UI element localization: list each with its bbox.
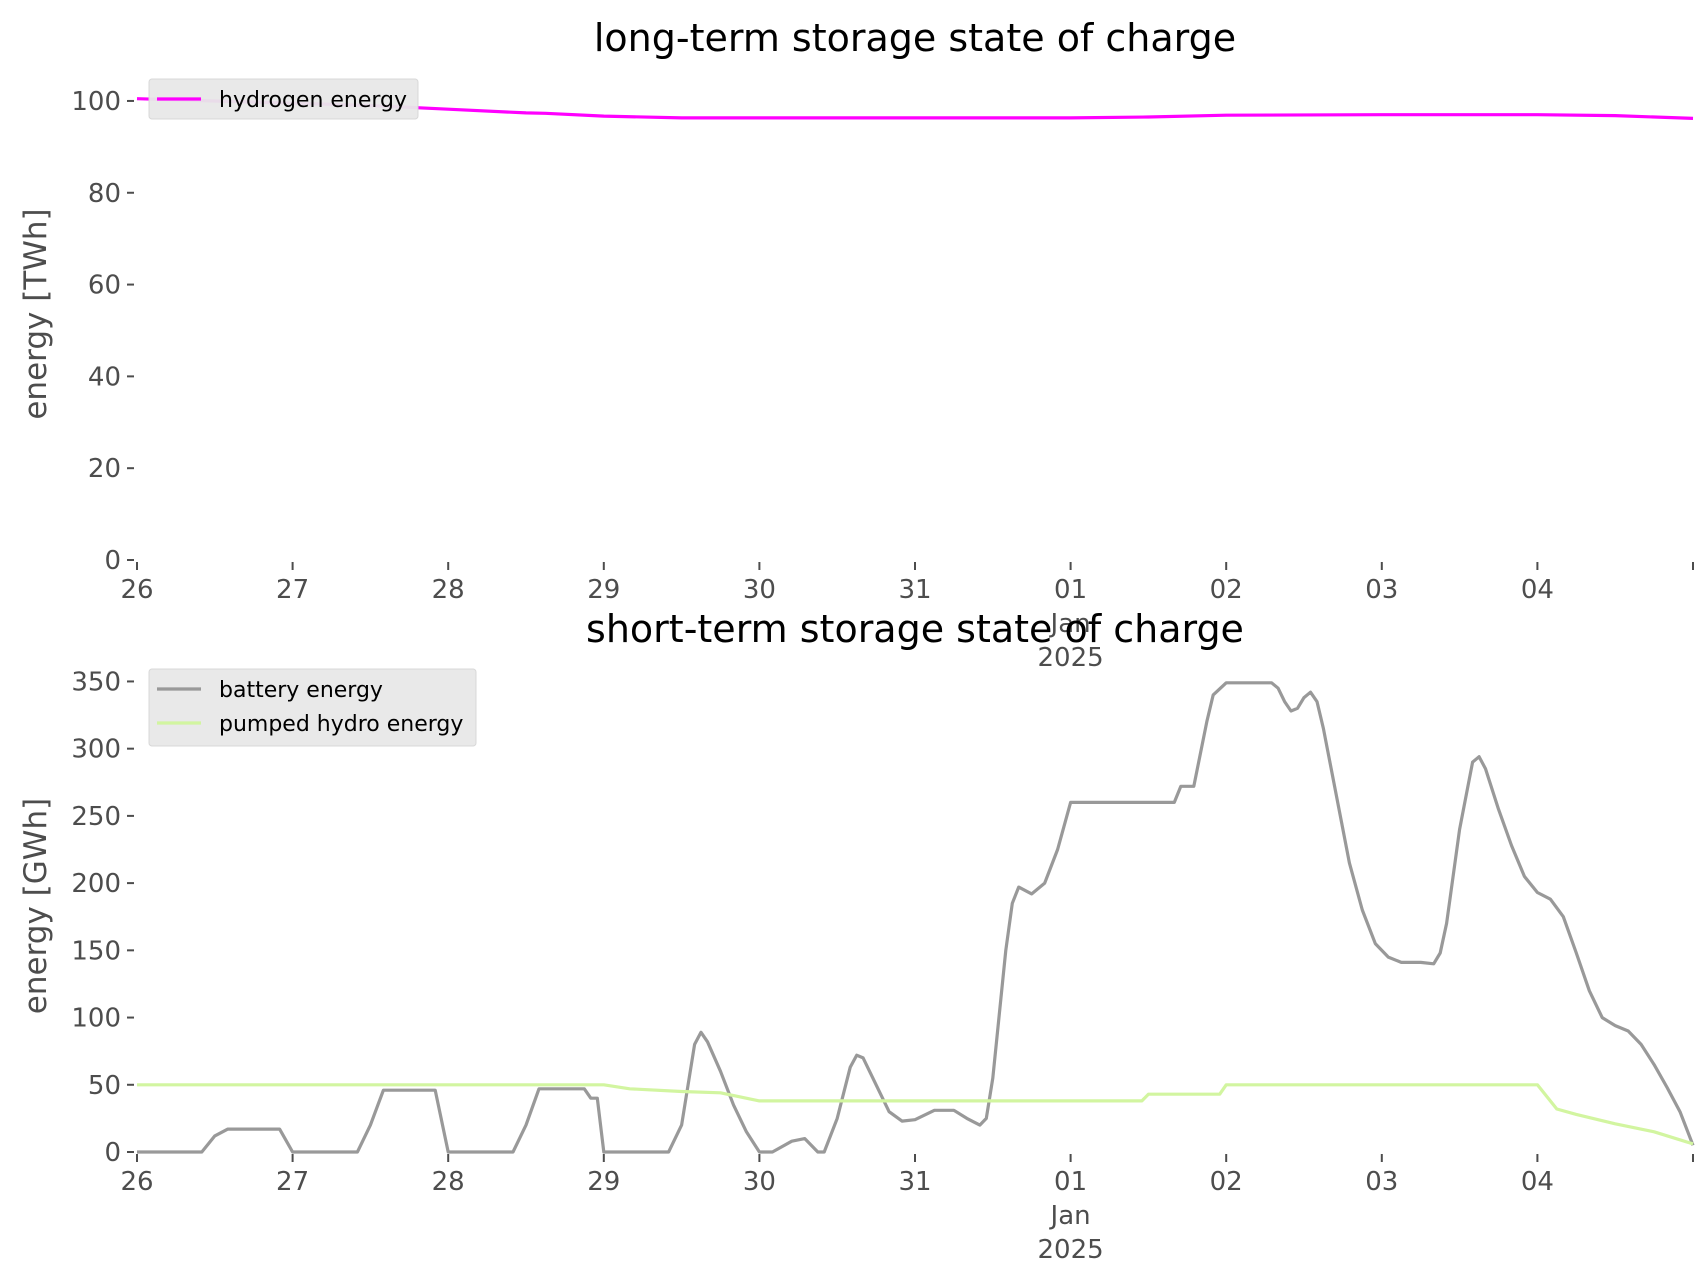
long-term-y-tick-label: 80 xyxy=(88,179,121,209)
long-term-x-tick-label: 2025 xyxy=(1038,643,1104,673)
short-term-x-tick-label: 31 xyxy=(898,1167,931,1197)
long-term-chart-title: long-term storage state of charge xyxy=(594,16,1236,60)
short-term-legend-box xyxy=(148,668,477,747)
short-term-x-tick-label: 01 xyxy=(1054,1167,1087,1197)
short-term-ticks: 0 50 100 150 200 250 300 350 26 27 28 29 30 31 01 Jan 20… xyxy=(71,667,1694,1265)
long-term-x-tick-label: 26 xyxy=(120,575,153,605)
long-term-x-tick-label: 27 xyxy=(276,575,309,605)
short-term-x-tick-label: 27 xyxy=(276,1167,309,1197)
short-term-y-tick-label: 50 xyxy=(88,1071,121,1101)
long-term-y-tick-label: 100 xyxy=(71,87,121,117)
long-term-x-tick-label: 03 xyxy=(1365,575,1398,605)
long-term-x-tick-label: 28 xyxy=(432,575,465,605)
long-term-x-tick-label: 01 xyxy=(1054,575,1087,605)
long-term-y-tick-label: 0 xyxy=(104,546,121,576)
short-term-series-line-1 xyxy=(137,681,1695,1154)
short-term-x-tick-label: 03 xyxy=(1365,1167,1398,1197)
short-term-legend-label: pumped hydro energy xyxy=(219,712,463,737)
long-term-legend-label: hydrogen energy xyxy=(219,88,407,113)
short-term-y-tick-label: 100 xyxy=(71,1004,121,1034)
short-term-x-tick-label: 28 xyxy=(432,1167,465,1197)
short-term-y-tick-label: 150 xyxy=(71,936,121,966)
short-term-x-tick-label: 2025 xyxy=(1038,1235,1104,1265)
long-term-y-tick-label: 40 xyxy=(88,362,121,392)
long-term-y-tick-label: 60 xyxy=(88,271,121,301)
short-term-chart-title: short-term storage state of charge xyxy=(586,607,1244,651)
long-term-x-tick-label: 30 xyxy=(743,575,776,605)
short-term-y-tick-label: 250 xyxy=(71,802,121,832)
short-term-x-tick-label: Jan xyxy=(1049,1201,1091,1231)
short-term-y-tick-label: 300 xyxy=(71,735,121,765)
short-term-lines xyxy=(137,681,1695,1154)
long-term-x-tick-label: Jan xyxy=(1049,609,1091,639)
long-term-x-tick-label: 31 xyxy=(898,575,931,605)
short-term-y-tick-label: 0 xyxy=(104,1138,121,1168)
short-term-series-line-2 xyxy=(137,1083,1694,1146)
long-term-legend-box xyxy=(148,78,419,120)
short-term-y-tick-label: 200 xyxy=(71,869,121,899)
short-term-legend-label: battery energy xyxy=(219,678,383,703)
short-term-x-tick-label: 29 xyxy=(587,1167,620,1197)
short-term-chart: short-term storage state of charge energ… xyxy=(18,607,1695,1265)
short-term-x-tick-label: 04 xyxy=(1521,1167,1554,1197)
long-term-chart: long-term storage state of charge energy… xyxy=(18,16,1694,673)
short-term-y-axis-label: energy [GWh] xyxy=(18,798,54,1014)
long-term-legend: hydrogen energy xyxy=(148,78,419,120)
short-term-x-tick-label: 26 xyxy=(120,1167,153,1197)
short-term-legend: battery energy pumped hydro energy xyxy=(148,668,477,747)
short-term-y-tick-label: 350 xyxy=(71,667,121,697)
long-term-ticks: 0 20 40 60 80 100 26 27 28 29 30 31 01 Jan 2025 02 03 04 xyxy=(71,87,1694,673)
long-term-x-tick-label: 02 xyxy=(1210,575,1243,605)
short-term-x-tick-label: 30 xyxy=(743,1167,776,1197)
short-term-x-tick-label: 02 xyxy=(1210,1167,1243,1197)
long-term-x-tick-label: 04 xyxy=(1521,575,1554,605)
long-term-y-axis-label: energy [TWh] xyxy=(18,208,54,419)
long-term-x-tick-label: 29 xyxy=(587,575,620,605)
long-term-y-tick-label: 20 xyxy=(88,454,121,484)
